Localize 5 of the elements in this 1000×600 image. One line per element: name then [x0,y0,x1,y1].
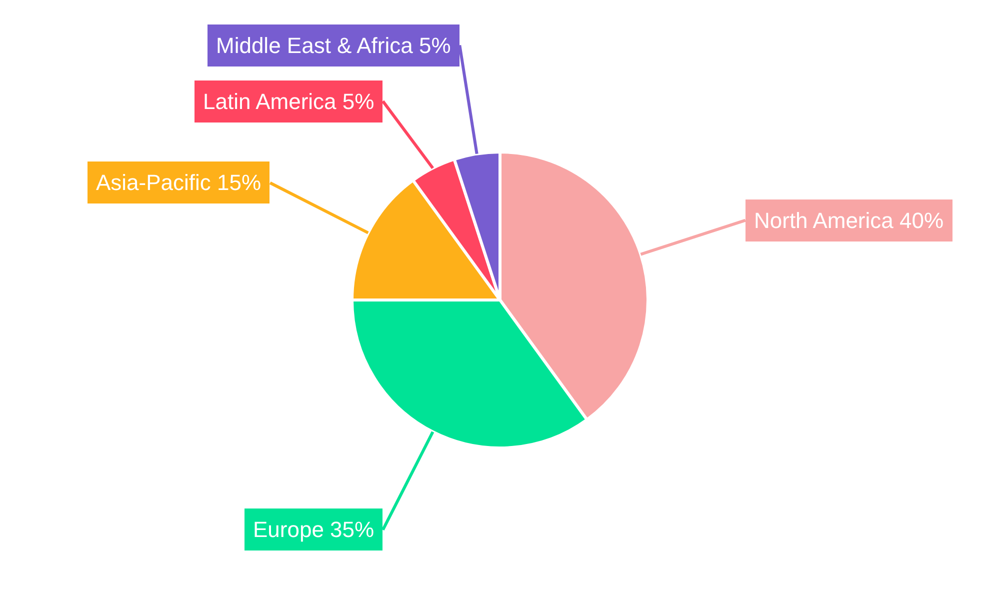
slice-label: North America 40% [754,208,944,233]
slice-label: Europe 35% [253,517,374,542]
slice-label: Latin America 5% [203,89,374,114]
slice-label: Middle East & Africa 5% [216,33,451,58]
slice-label: Asia-Pacific 15% [96,170,262,195]
